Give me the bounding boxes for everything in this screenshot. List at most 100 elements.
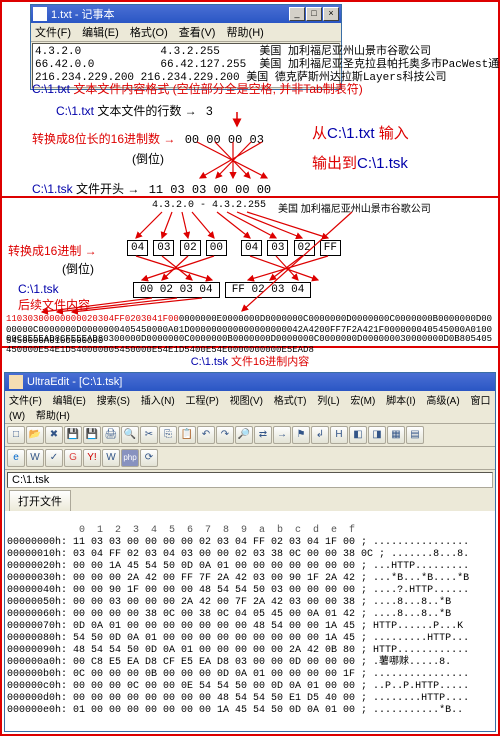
tool-css-icon[interactable]: ✓ (45, 449, 63, 467)
tool-b1-icon[interactable]: ◧ (349, 426, 367, 444)
hex-view[interactable]: 0 1 2 3 4 5 6 7 8 9 a b c d e f 00000000… (5, 511, 495, 731)
min-button[interactable]: _ (289, 7, 305, 21)
hex-row-14: 000000e0h: 01 00 00 00 00 00 00 00 1A 45… (7, 705, 463, 716)
section-3: C:\1.tsk 文件16进制内容 UltraEdit - [C:\1.tsk]… (2, 348, 498, 734)
ue-menu-5[interactable]: 视图(V) (230, 396, 263, 407)
hex-row-7: 00000070h: 0D 0A 01 00 00 00 00 00 00 00… (7, 621, 463, 632)
hex2-1: 03 (267, 240, 288, 256)
to-label: 输出到C:\1.tsk (312, 152, 408, 173)
ue-menu-1[interactable]: 编辑(E) (53, 396, 86, 407)
tool-ie-icon[interactable]: e (7, 449, 25, 467)
tool-wrap-icon[interactable]: ↲ (311, 426, 329, 444)
notepad-title: 1.txt - 记事本 (51, 6, 289, 22)
hex-group-1: 04 03 02 00 (126, 240, 228, 256)
tool-refresh-icon[interactable]: ⟳ (140, 449, 158, 467)
ue-menu-0[interactable]: 文件(F) (9, 396, 42, 407)
geo-label: 美国 加利福尼亚州山景市谷歌公司 (278, 200, 431, 215)
tool-close-icon[interactable]: ✖ (45, 426, 63, 444)
menu-format[interactable]: 格式(O) (130, 27, 168, 39)
tsk-followup: C:\1.tsk 后续文件内容 (18, 282, 90, 313)
rev1: 00 02 03 04 (133, 282, 220, 298)
tool-open-icon[interactable]: 📂 (26, 426, 44, 444)
ip-range: 4.3.2.0 - 4.3.2.255 (152, 200, 266, 211)
main-container: 1.txt - 记事本 _ □ × 文件(F) 编辑(E) 格式(O) 查看(V… (0, 0, 500, 736)
hex2-0: 04 (241, 240, 262, 256)
tool-find-icon[interactable]: 🔎 (235, 426, 253, 444)
tool-w3c-icon[interactable]: W (26, 449, 44, 467)
tool-goto-icon[interactable]: → (273, 426, 291, 444)
rev2: FF 02 03 04 (225, 282, 312, 298)
ue-menu-3[interactable]: 插入(N) (141, 396, 175, 407)
hex8-label: 转换成8位长的16进制数 → 00 00 00 03 (32, 130, 264, 147)
tool-php-icon[interactable]: php (121, 449, 139, 467)
reverse-label-1: (倒位) (132, 150, 164, 167)
tool-cut-icon[interactable]: ✂ (140, 426, 158, 444)
ue-toolbar-2: e W ✓ G Y! W php ⟳ (5, 447, 495, 470)
hex-row-5: 00000050h: 00 00 03 00 00 00 2A 42 00 7F… (7, 597, 451, 608)
tool-print-icon[interactable]: 🖨 (102, 426, 120, 444)
menu-view[interactable]: 查看(V) (179, 27, 216, 39)
hex-row-2: 00000020h: 00 00 1A 45 54 50 0D 0A 01 00… (7, 561, 469, 572)
menu-help[interactable]: 帮助(H) (227, 27, 264, 39)
ue-path[interactable]: C:\1.tsk (7, 472, 493, 488)
ultraedit-window: UltraEdit - [C:\1.tsk] 文件(F) 编辑(E) 搜索(S)… (4, 372, 496, 732)
tool-saveas-icon[interactable]: 💾 (83, 426, 101, 444)
tool-b3-icon[interactable]: ▦ (387, 426, 405, 444)
tool-b4-icon[interactable]: ▤ (406, 426, 424, 444)
ue-title-text: UltraEdit - [C:\1.tsk] (27, 376, 122, 388)
ue-menu-7[interactable]: 列(L) (317, 396, 339, 407)
hex-convert-label: 转换成16进制 → (8, 242, 97, 259)
notepad-titlebar: 1.txt - 记事本 _ □ × (31, 5, 341, 23)
hex-row-12: 000000c0h: 00 00 00 0C 00 00 0E 54 54 50… (7, 681, 469, 692)
section-2: 4.3.2.0 - 4.3.2.255 美国 加利福尼亚州山景市谷歌公司 转换成… (2, 198, 498, 348)
ue-menu-10[interactable]: 高级(A) (426, 396, 459, 407)
tool-wiki-icon[interactable]: W (102, 449, 120, 467)
max-button[interactable]: □ (306, 7, 322, 21)
ue-menu-8[interactable]: 宏(M) (350, 396, 375, 407)
ue-tab[interactable]: 打开文件 (9, 490, 71, 511)
tool-copy-icon[interactable]: ⎘ (159, 426, 177, 444)
menu-edit[interactable]: 编辑(E) (82, 27, 119, 39)
tool-undo-icon[interactable]: ↶ (197, 426, 215, 444)
hex-row-9: 00000090h: 48 54 54 50 0D 0A 01 00 00 00… (7, 645, 469, 656)
close-button[interactable]: × (323, 7, 339, 21)
ue-titlebar: UltraEdit - [C:\1.tsk] (5, 373, 495, 391)
hex-group-2: 04 03 02 FF (240, 240, 342, 256)
ue-menu-12[interactable]: 帮助(H) (36, 411, 70, 422)
tool-redo-icon[interactable]: ↷ (216, 426, 234, 444)
menu-file[interactable]: 文件(F) (35, 27, 71, 39)
ue-toolbar-1: □ 📂 ✖ 💾 💾 🖨 🔍 ✂ ⎘ 📋 ↶ ↷ 🔎 ⇄ → ⚑ ↲ H ◧ ◨ (5, 424, 495, 447)
hex-row-1: 00000010h: 03 04 FF 02 03 04 03 00 00 02… (7, 549, 469, 560)
tool-hex-icon[interactable]: H (330, 426, 348, 444)
hex2-2: 02 (294, 240, 315, 256)
ue-icon (9, 375, 23, 389)
ue-menu-2[interactable]: 搜索(S) (97, 396, 130, 407)
window-buttons: _ □ × (289, 7, 339, 21)
tool-preview-icon[interactable]: 🔍 (121, 426, 139, 444)
fileheader-label: C:\1.tsk 文件开头 → 11 03 03 00 00 00 (32, 180, 271, 197)
from-label: 从C:\1.txt 输入 (312, 122, 409, 143)
tool-replace-icon[interactable]: ⇄ (254, 426, 272, 444)
linecount-label: C:\1.txt 文本文件的行数 → 3 (56, 102, 213, 119)
tool-new-icon[interactable]: □ (7, 426, 25, 444)
hex-row-6: 00000060h: 00 00 00 00 38 0C 00 38 0C 04… (7, 609, 451, 620)
tool-save-icon[interactable]: 💾 (64, 426, 82, 444)
format-label: C:\1.txt 文本文件内容格式 (空位部分全是空格, 并非Tab制表符) (32, 80, 363, 97)
tool-bookmark-icon[interactable]: ⚑ (292, 426, 310, 444)
rev-group: 00 02 03 04 FF 02 03 04 (132, 282, 312, 298)
tool-google-icon[interactable]: G (64, 449, 82, 467)
ue-menu-9[interactable]: 脚本(I) (386, 396, 415, 407)
tool-yahoo-icon[interactable]: Y! (83, 449, 101, 467)
hex1-1: 03 (153, 240, 174, 256)
ue-menubar: 文件(F) 编辑(E) 搜索(S) 插入(N) 工程(P) 视图(V) 格式(T… (5, 391, 495, 424)
ue-menu-6[interactable]: 格式(T) (274, 396, 307, 407)
hex-row-13: 000000d0h: 00 00 00 00 00 00 00 00 48 54… (7, 693, 469, 704)
notepad-icon (33, 7, 47, 21)
hex-row-10: 000000a0h: 00 C8 E5 EA D8 CF E5 EA D8 03… (7, 657, 451, 668)
tool-b2-icon[interactable]: ◨ (368, 426, 386, 444)
notepad-menubar: 文件(F) 编辑(E) 格式(O) 查看(V) 帮助(H) (31, 23, 341, 42)
tool-paste-icon[interactable]: 📋 (178, 426, 196, 444)
hex1-3: 00 (206, 240, 227, 256)
reverse-label-2: (倒位) (62, 260, 94, 277)
ue-menu-4[interactable]: 工程(P) (185, 396, 218, 407)
